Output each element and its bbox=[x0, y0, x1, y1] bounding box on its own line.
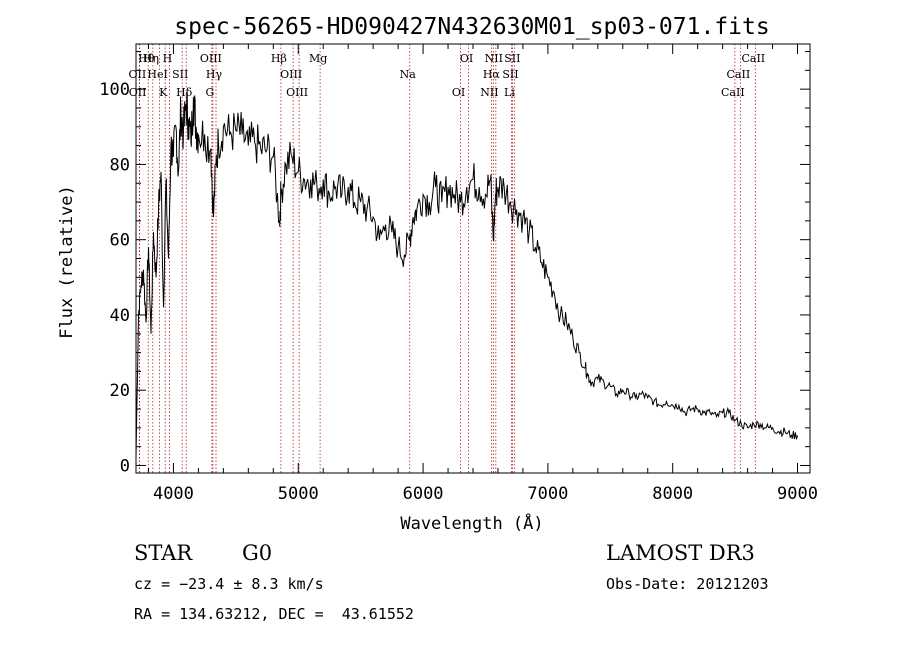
spectral-line-label: CaII bbox=[727, 68, 751, 81]
x-tick-label: 6000 bbox=[403, 484, 444, 504]
spectral-line-label: Hδ bbox=[176, 86, 193, 99]
spectral-line-label: NII bbox=[485, 52, 503, 65]
x-tick-label: 5000 bbox=[278, 484, 319, 504]
spectral-line-label: NII bbox=[480, 86, 498, 99]
spectral-line-label: Na bbox=[400, 68, 417, 81]
observation-date: Obs-Date: 20121203 bbox=[606, 575, 769, 593]
x-tick-label: 8000 bbox=[652, 484, 693, 504]
spectral-line-label: CaII bbox=[741, 52, 765, 65]
object-subclass: G0 bbox=[242, 541, 272, 565]
spectral-line-label: K bbox=[159, 86, 168, 99]
spectral-line-label: Hη bbox=[143, 52, 159, 65]
spectral-line-label: OI bbox=[460, 52, 473, 65]
x-tick-label: 9000 bbox=[777, 484, 818, 504]
x-tick-label: 7000 bbox=[527, 484, 568, 504]
spectral-line-label: OI bbox=[452, 86, 465, 99]
spectral-line-label: OIII bbox=[200, 52, 222, 65]
x-axis-label: Wavelength (Å) bbox=[400, 512, 543, 534]
spectral-line-label: OII bbox=[129, 86, 147, 99]
y-tick-label: 80 bbox=[110, 155, 130, 175]
spectral-line-label: OIII bbox=[286, 86, 308, 99]
spectral-line-label: Mg bbox=[309, 52, 327, 65]
y-tick-label: 40 bbox=[110, 306, 130, 326]
redshift-cz: cz = −23.4 ± 8.3 km/s bbox=[134, 575, 324, 593]
coordinates: RA = 134.63212, DEC = 43.61552 bbox=[134, 605, 414, 623]
y-tick-label: 0 bbox=[120, 456, 130, 476]
spectral-line-label: Hα bbox=[483, 68, 501, 81]
spectral-line-label: SII bbox=[504, 52, 520, 65]
spectral-line-markers bbox=[138, 44, 756, 473]
spectral-line-label: CaII bbox=[721, 86, 745, 99]
plot-frame bbox=[135, 43, 811, 474]
spectrum-line-flux bbox=[135, 92, 798, 458]
spectral-line-label: SII bbox=[502, 68, 518, 81]
y-tick-label: 60 bbox=[110, 231, 130, 251]
object-class: STAR bbox=[134, 541, 193, 565]
spectral-line-label: Li bbox=[504, 86, 515, 99]
spectral-line-label: Hβ bbox=[271, 52, 287, 65]
y-axis-label: Flux (relative) bbox=[57, 185, 77, 339]
spectral-line-labels: Hθ OII OII Hη HeI K H SII Hδ OIII Hγ G Hβ OIII OIII Mg N… bbox=[129, 52, 766, 99]
survey-name: LAMOST DR3 bbox=[606, 541, 755, 565]
y-tick-label: 20 bbox=[110, 381, 130, 401]
y-axis-ticks: 0 20 40 60 80 100 bbox=[99, 51, 810, 476]
spectral-line-label: HeI bbox=[147, 68, 167, 81]
spectral-line-label: OII bbox=[129, 68, 147, 81]
spectral-line-label: Hθ bbox=[138, 52, 155, 65]
spectrum-series bbox=[135, 92, 798, 458]
y-tick-label: 100 bbox=[99, 80, 130, 100]
spectral-line-label: G bbox=[205, 86, 214, 99]
spectral-line-label: H bbox=[163, 52, 173, 65]
x-tick-label: 4000 bbox=[153, 484, 194, 504]
spectral-line-label: OIII bbox=[280, 68, 302, 81]
spectral-line-label: SII bbox=[172, 68, 188, 81]
spectral-line-label: Hγ bbox=[206, 68, 223, 81]
x-axis-ticks: 4000 5000 6000 7000 8000 9000 bbox=[147, 44, 818, 504]
chart-title: spec-56265-HD090427N432630M01_sp03-071.f… bbox=[174, 14, 769, 40]
